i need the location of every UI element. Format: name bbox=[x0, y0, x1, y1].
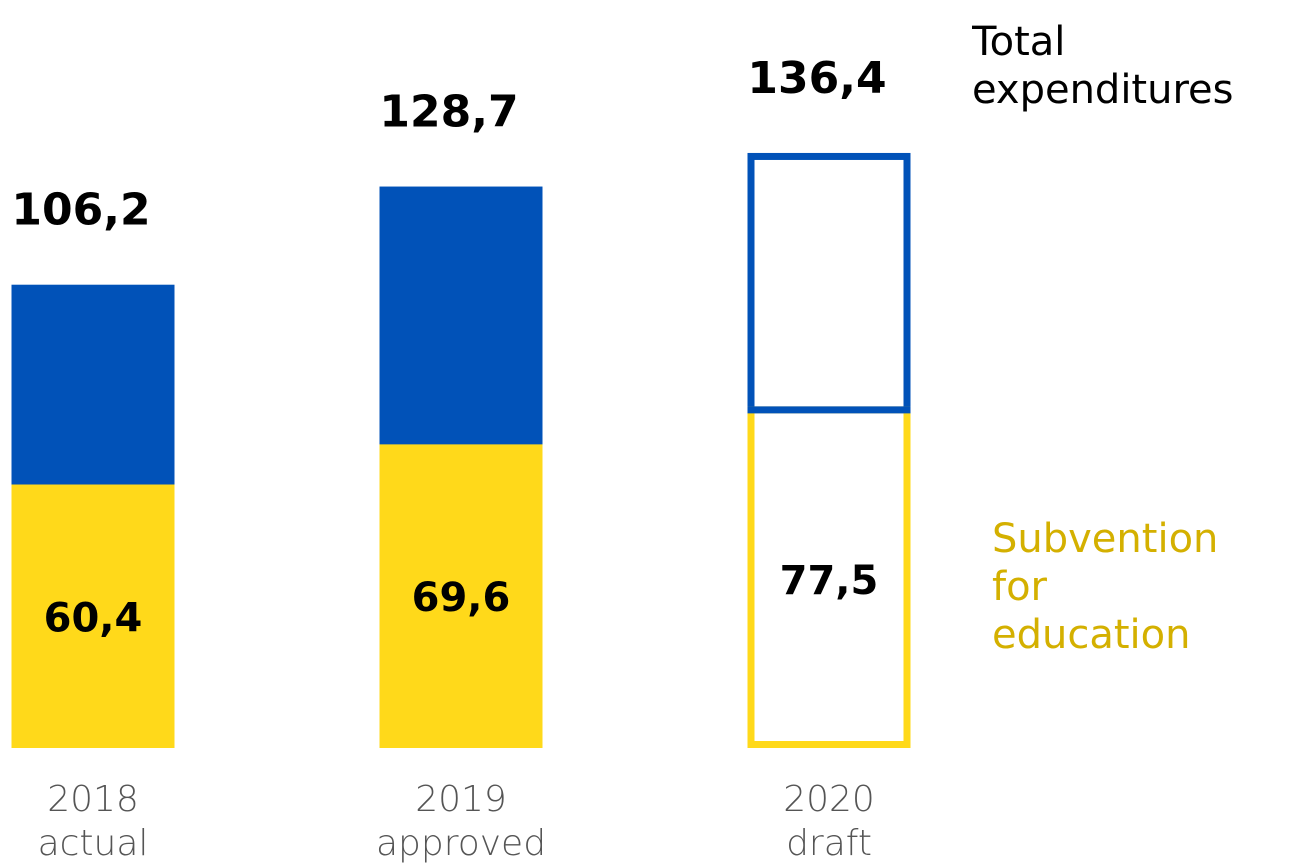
bar bbox=[11, 484, 175, 748]
value-label: 77,5 bbox=[780, 558, 879, 604]
bar bbox=[747, 406, 911, 748]
legend-entry: Total expenditures bbox=[972, 19, 1234, 113]
value-label: 60,4 bbox=[44, 595, 143, 641]
x-tick-label: 2020 draft bbox=[783, 779, 875, 864]
value-label: 106,2 bbox=[11, 185, 150, 236]
x-tick-label: 2018 actual bbox=[37, 779, 149, 864]
value-label: 136,4 bbox=[747, 53, 886, 104]
legend-entry: Subvention for education bbox=[992, 516, 1219, 658]
value-label: 69,6 bbox=[412, 575, 511, 621]
value-label: 128,7 bbox=[379, 87, 518, 138]
x-tick-label: 2019 approved bbox=[375, 779, 547, 864]
bar bbox=[379, 444, 543, 748]
